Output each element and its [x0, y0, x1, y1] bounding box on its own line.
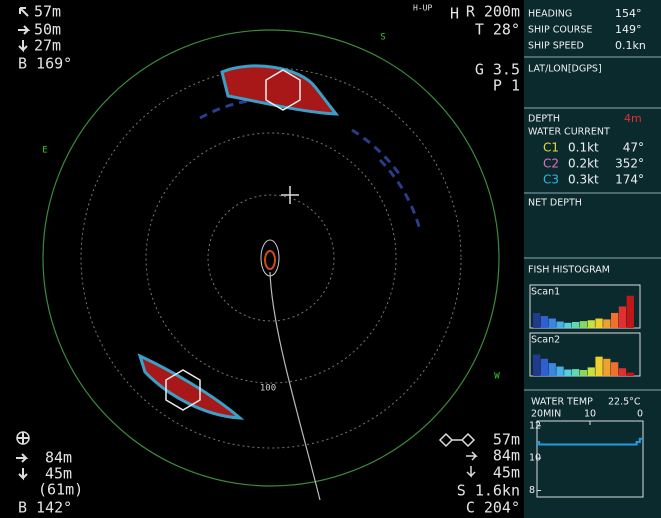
histogram-bar — [579, 369, 588, 376]
current-name: C2 — [543, 157, 559, 171]
setting-readout: T 28° — [475, 21, 520, 39]
histogram-bar — [626, 295, 634, 328]
direction-icons — [438, 432, 478, 478]
depth-label: DEPTH — [528, 114, 560, 125]
net-readout: 45m — [45, 465, 72, 483]
y-tick-label: 10 — [529, 453, 541, 464]
net-readout: (61m) — [38, 481, 83, 499]
ship-center — [264, 250, 276, 270]
current-direction: 352° — [615, 157, 644, 171]
histogram-bar — [603, 319, 611, 328]
temp-title: WATER TEMP — [531, 397, 593, 408]
current-direction: 174° — [615, 173, 644, 187]
ship-track — [269, 271, 321, 501]
range-ring — [145, 132, 397, 384]
current-direction: 47° — [623, 141, 644, 155]
histogram-bar — [540, 358, 549, 376]
histogram-bar — [564, 322, 572, 328]
ship-value: 154° — [615, 7, 642, 20]
ship-value: 149° — [615, 23, 642, 36]
ship-label: SHIP COURSE — [528, 25, 592, 36]
histogram-bar — [572, 321, 580, 328]
current-speed: 0.3kt — [568, 173, 599, 187]
net-readout: B 142° — [18, 499, 72, 517]
range-circle — [42, 29, 500, 487]
ship-label: SHIP SPEED — [528, 41, 584, 52]
ship-readout: 84m — [493, 447, 520, 465]
ship-value: 0.1kn — [615, 39, 646, 52]
range-ring — [207, 194, 335, 322]
net-depth-label: NET DEPTH — [528, 198, 582, 209]
ring-label: W — [494, 372, 500, 382]
fish-echo — [220, 64, 340, 116]
histogram-bar — [587, 320, 595, 328]
net-readout: 84m — [45, 449, 72, 467]
histogram-bar — [611, 362, 619, 376]
position-label: LAT/LON[DGPS] — [528, 64, 602, 75]
histogram-bar — [587, 367, 595, 376]
histogram-bar — [603, 358, 611, 376]
current-name: C3 — [543, 173, 559, 187]
y-tick-label: 8 — [529, 485, 535, 496]
range-readout: 27m — [34, 37, 61, 55]
ship-readout: C 204° — [466, 499, 520, 517]
display-mode: H-UP — [413, 4, 432, 13]
ring-label: 100 — [260, 384, 276, 394]
net-marker — [165, 369, 201, 411]
y-tick-label: 12 — [529, 420, 541, 431]
ship-readout: S 1.6kn — [457, 482, 520, 500]
histogram-bar — [556, 321, 564, 328]
ship-readout: 57m — [493, 431, 520, 449]
x-tick-label: 20MIN — [531, 409, 561, 420]
x-tick-label: 10 — [584, 409, 596, 420]
histogram-bar — [548, 318, 556, 328]
current-speed: 0.2kt — [568, 157, 599, 171]
histogram-title: FISH HISTOGRAM — [528, 265, 610, 276]
heading-mark: H — [450, 5, 459, 23]
histogram-bar — [533, 354, 541, 376]
histogram-bar — [548, 363, 556, 376]
temp-value: 22.5°C — [608, 397, 641, 408]
ship-symbol — [260, 239, 280, 277]
cursor — [281, 186, 299, 204]
fish-echo — [137, 353, 245, 420]
setting-readout: P 1 — [493, 77, 520, 95]
panel-dividers — [524, 56, 661, 391]
direction-icons — [18, 7, 31, 53]
temp-line — [537, 437, 643, 446]
range-readout: B 169° — [18, 55, 72, 73]
ring-label: E — [42, 146, 47, 156]
scan-label: Scan1 — [531, 287, 560, 298]
scan-label: Scan2 — [531, 335, 560, 346]
direction-icons — [16, 432, 29, 481]
histogram-bar — [595, 318, 603, 328]
histogram-bar — [618, 368, 627, 376]
current-speed: 0.1kt — [568, 141, 599, 155]
histogram-bar — [564, 369, 572, 376]
histogram-bar — [626, 372, 634, 376]
net-marker — [265, 69, 301, 111]
histogram-bar — [618, 306, 627, 328]
histogram-bar — [595, 356, 603, 376]
histogram-bar — [556, 366, 564, 376]
current-name: C1 — [543, 141, 559, 155]
range-ring — [80, 67, 462, 449]
setting-readout: G 3.5 — [475, 61, 520, 79]
setting-readout: R 200m — [466, 3, 520, 21]
depth-value: 4m — [624, 112, 642, 125]
x-tick-label: 0 — [637, 409, 643, 420]
histogram-bar — [611, 312, 619, 328]
range-readout: 57m — [34, 3, 61, 21]
range-readout: 50m — [34, 21, 61, 39]
ring-label: S — [380, 33, 385, 43]
histogram-bar — [533, 312, 541, 328]
ship-label: HEADING — [528, 9, 572, 20]
histogram-bar — [572, 369, 580, 376]
histogram-bar — [540, 315, 549, 328]
histogram-bar — [579, 321, 588, 328]
current-label: WATER CURRENT — [528, 127, 610, 138]
ship-readout: 45m — [493, 464, 520, 482]
